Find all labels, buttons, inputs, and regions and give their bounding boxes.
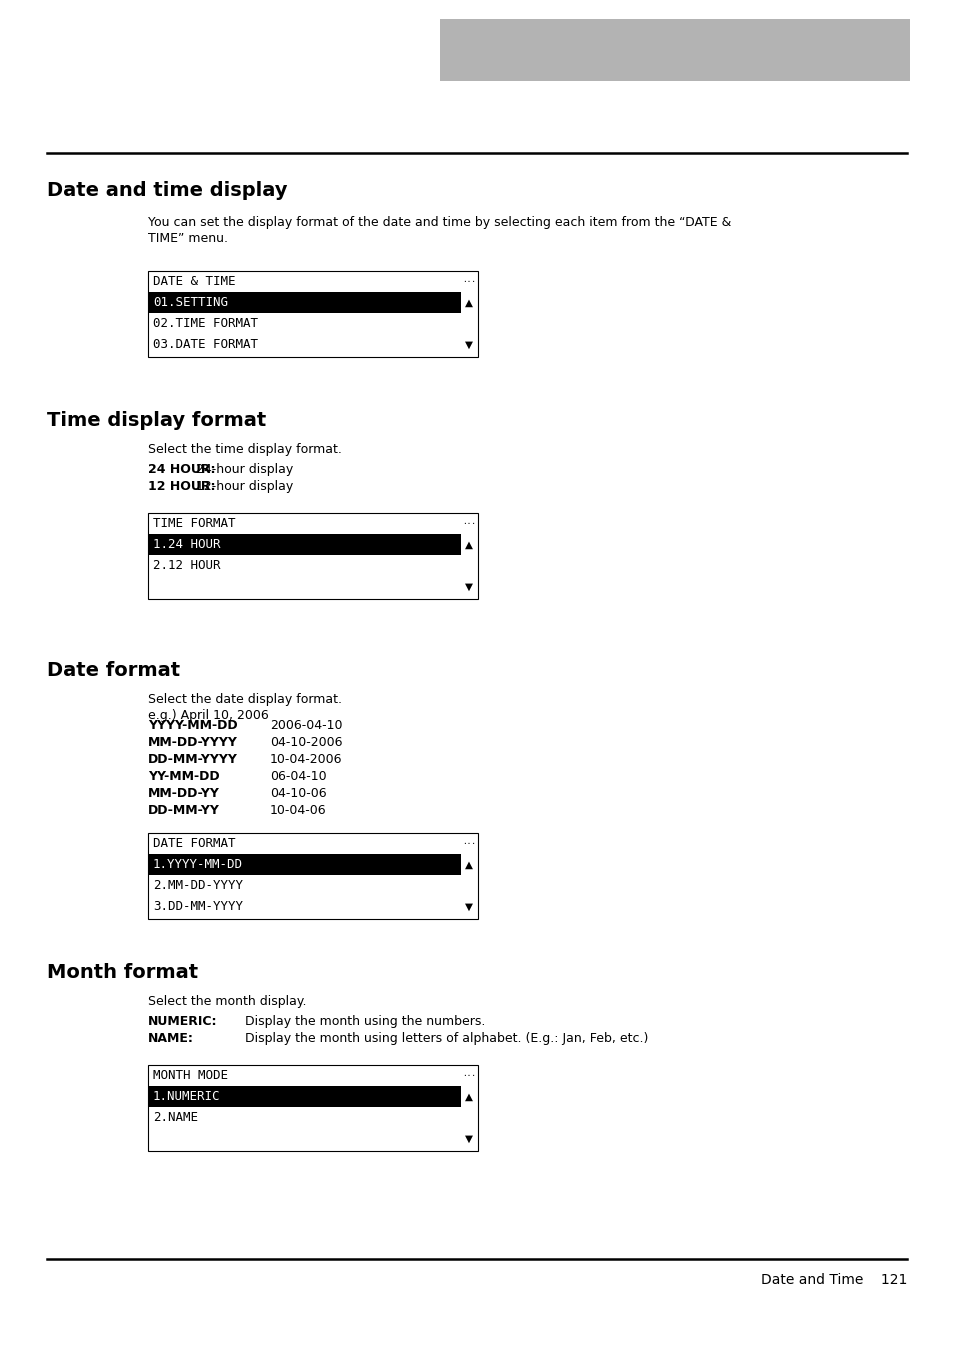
- Text: Display the month using the numbers.: Display the month using the numbers.: [245, 1015, 485, 1028]
- Text: YYYY-MM-DD: YYYY-MM-DD: [148, 719, 237, 732]
- Text: ▲: ▲: [464, 1092, 473, 1101]
- Text: MM-DD-YYYY: MM-DD-YYYY: [148, 736, 237, 748]
- Text: 1.24 HOUR: 1.24 HOUR: [152, 538, 220, 551]
- Text: 06-04-10: 06-04-10: [270, 770, 326, 784]
- Text: Time display format: Time display format: [47, 411, 266, 430]
- Text: Date and time display: Date and time display: [47, 181, 287, 200]
- Text: Display the month using letters of alphabet. (E.g.: Jan, Feb, etc.): Display the month using letters of alpha…: [245, 1032, 648, 1046]
- Bar: [148, 834, 477, 919]
- Text: ▼: ▼: [464, 581, 473, 592]
- Text: MONTH MODE: MONTH MODE: [152, 1069, 228, 1082]
- Text: YY-MM-DD: YY-MM-DD: [148, 770, 219, 784]
- Text: NUMERIC:: NUMERIC:: [148, 1015, 217, 1028]
- Text: DD-MM-YY: DD-MM-YY: [148, 804, 219, 817]
- Text: TIME FORMAT: TIME FORMAT: [152, 517, 235, 530]
- Text: 24-hour display: 24-hour display: [193, 463, 294, 476]
- Text: 12 HOUR:: 12 HOUR:: [148, 480, 215, 493]
- Text: 02.TIME FORMAT: 02.TIME FORMAT: [152, 317, 257, 330]
- Text: Select the month display.: Select the month display.: [148, 994, 306, 1008]
- Text: Select the time display format.: Select the time display format.: [148, 443, 341, 457]
- Text: 03.DATE FORMAT: 03.DATE FORMAT: [152, 338, 257, 351]
- Bar: [148, 272, 477, 357]
- Text: 2.NAME: 2.NAME: [152, 1111, 198, 1124]
- Text: ▼: ▼: [464, 339, 473, 350]
- Text: Month format: Month format: [47, 963, 198, 982]
- Text: ▲: ▲: [464, 297, 473, 308]
- Text: 24 HOUR:: 24 HOUR:: [148, 463, 215, 476]
- Text: 04-10-06: 04-10-06: [270, 788, 326, 800]
- Text: DATE & TIME: DATE & TIME: [152, 276, 235, 288]
- Text: DATE FORMAT: DATE FORMAT: [152, 838, 235, 850]
- Text: Date and Time    121: Date and Time 121: [760, 1273, 906, 1288]
- Text: ...: ...: [461, 838, 476, 846]
- Text: ...: ...: [461, 1069, 476, 1078]
- Text: ▼: ▼: [464, 901, 473, 912]
- Text: 10-04-06: 10-04-06: [270, 804, 326, 817]
- Text: 3.DD-MM-YYYY: 3.DD-MM-YYYY: [152, 900, 243, 913]
- Text: TIME” menu.: TIME” menu.: [148, 232, 228, 245]
- Text: 2.12 HOUR: 2.12 HOUR: [152, 559, 220, 571]
- Bar: [148, 292, 460, 313]
- Text: ▼: ▼: [464, 1133, 473, 1143]
- Text: ▲: ▲: [464, 539, 473, 550]
- Text: DD-MM-YYYY: DD-MM-YYYY: [148, 753, 237, 766]
- Bar: [148, 534, 460, 555]
- Text: ...: ...: [461, 276, 476, 284]
- Text: Date format: Date format: [47, 661, 180, 680]
- Text: 12-hour display: 12-hour display: [193, 480, 294, 493]
- Text: ...: ...: [461, 517, 476, 526]
- Bar: [148, 854, 460, 875]
- Text: NAME:: NAME:: [148, 1032, 193, 1046]
- Text: MM-DD-YY: MM-DD-YY: [148, 788, 219, 800]
- Text: ▲: ▲: [464, 859, 473, 870]
- Bar: [148, 1086, 460, 1106]
- Bar: [148, 513, 477, 598]
- Bar: [439, 19, 909, 81]
- Text: e.g.) April 10, 2006: e.g.) April 10, 2006: [148, 709, 269, 721]
- Text: 04-10-2006: 04-10-2006: [270, 736, 342, 748]
- Text: 2.MM-DD-YYYY: 2.MM-DD-YYYY: [152, 880, 243, 892]
- Text: 10-04-2006: 10-04-2006: [270, 753, 342, 766]
- Text: 1.YYYY-MM-DD: 1.YYYY-MM-DD: [152, 858, 243, 871]
- Text: Select the date display format.: Select the date display format.: [148, 693, 341, 707]
- Text: 01.SETTING: 01.SETTING: [152, 296, 228, 309]
- Text: 1.NUMERIC: 1.NUMERIC: [152, 1090, 220, 1102]
- Text: 2006-04-10: 2006-04-10: [270, 719, 342, 732]
- Bar: [148, 1065, 477, 1151]
- Text: You can set the display format of the date and time by selecting each item from : You can set the display format of the da…: [148, 216, 731, 230]
